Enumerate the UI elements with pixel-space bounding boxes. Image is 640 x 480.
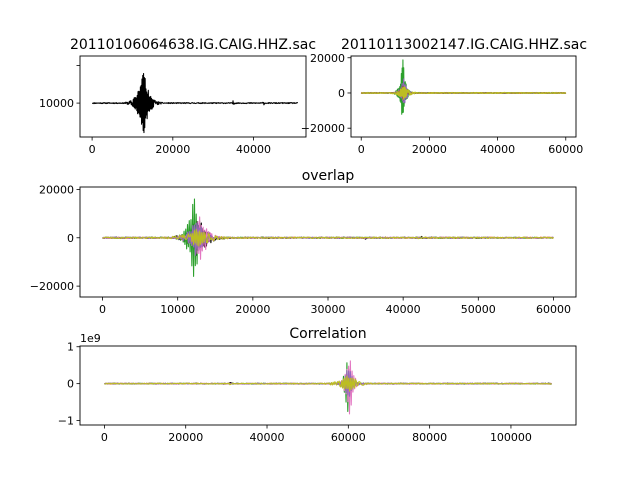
x-tick-label: 60000	[536, 303, 571, 316]
subplot-title: 20110113002147.IG.CAIG.HHZ.sac	[341, 37, 587, 53]
subplot-title: overlap	[302, 168, 355, 184]
axes-frame	[79, 345, 577, 426]
axes-frame	[350, 55, 577, 138]
series-line-5	[104, 375, 552, 392]
traces	[104, 360, 552, 415]
x-tick-label: 60000	[331, 431, 366, 444]
subplot-correlation: Correlation 0 20000 40000 60000 80000 100000 −…	[58, 326, 577, 444]
x-tick-label: 20000	[235, 303, 270, 316]
subplot-title: Correlation	[289, 326, 366, 342]
x-tick-label: 20000	[412, 143, 447, 156]
x-tick-label: 20000	[155, 143, 190, 156]
y-offset-label: 1e9	[80, 332, 101, 345]
x-tick-label: 40000	[386, 303, 421, 316]
x-tick-label: 60000	[548, 143, 583, 156]
subplot-first-waveform: 20110106064638.IG.CAIG.HHZ.sac 0 20000 400…	[39, 37, 316, 156]
x-tick-label: 40000	[250, 431, 285, 444]
x-tick-label: 40000	[236, 143, 271, 156]
y-tick-label: 0	[67, 232, 74, 245]
y-tick-label: 20000	[310, 52, 345, 65]
y-tick-label: 10000	[39, 97, 74, 110]
y-tick-label: 0	[67, 378, 74, 391]
x-tick-label: 80000	[412, 431, 447, 444]
y-tick-label: −20000	[301, 122, 345, 135]
x-tick-label: 100000	[490, 431, 532, 444]
y-tick-label: −20000	[30, 280, 74, 293]
y-tick-label: 20000	[39, 183, 74, 196]
subplot-title: 20110106064638.IG.CAIG.HHZ.sac	[70, 37, 316, 53]
x-tick-label: 20000	[168, 431, 203, 444]
y-tick-label: −1	[58, 415, 74, 428]
subplot-overlap: overlap 0 10000 20000 30000 40000 50000 60000 −…	[30, 168, 577, 316]
x-tick-label: 40000	[480, 143, 515, 156]
x-tick-label: 0	[99, 303, 106, 316]
traces	[360, 59, 567, 115]
x-tick-label: 0	[101, 431, 108, 444]
y-tick-label: 0	[338, 87, 345, 100]
series-line-0	[91, 72, 299, 134]
x-tick-label: 50000	[461, 303, 496, 316]
x-tick-label: 10000	[160, 303, 195, 316]
subplot-second-waveform: 20110113002147.IG.CAIG.HHZ.sac 0 20000 400…	[301, 37, 587, 156]
axes-frame	[79, 55, 307, 138]
series-line-4	[360, 86, 567, 100]
x-tick-label: 30000	[311, 303, 346, 316]
traces	[102, 198, 554, 277]
series-line-5	[102, 228, 554, 247]
y-tick-label: 1	[67, 341, 74, 354]
x-tick-label: 0	[89, 143, 96, 156]
traces	[91, 72, 299, 134]
x-tick-label: 0	[358, 143, 365, 156]
